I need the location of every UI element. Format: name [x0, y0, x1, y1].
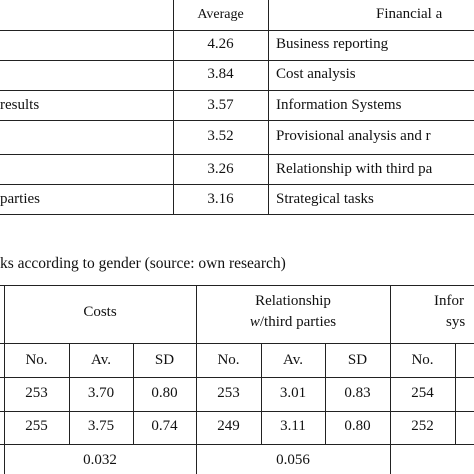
- average-value: 3.84: [207, 66, 234, 82]
- subheader-no: No.: [25, 352, 48, 368]
- pvalue-relationship: 0.056: [276, 452, 310, 468]
- cell-rel-sd: 0.83: [344, 385, 371, 401]
- subheader-no: No.: [411, 352, 434, 368]
- cell-rel-no: 253: [217, 385, 240, 401]
- subheader-sd: SD: [347, 352, 368, 368]
- row-label: parties: [0, 191, 40, 207]
- task-name: Strategical tasks: [276, 191, 374, 207]
- row-label: results: [0, 97, 40, 113]
- subheader-av: Av.: [283, 352, 303, 368]
- cell-info-no: 252: [411, 418, 434, 434]
- cell-costs-sd: 0.74: [151, 418, 178, 434]
- header-average: Average: [197, 7, 244, 22]
- group-header-relationship-sub: w/third parties: [249, 314, 337, 330]
- average-value: 3.52: [207, 128, 234, 144]
- task-name: Provisional analysis and r: [276, 128, 431, 144]
- cell-costs-no: 253: [25, 385, 48, 401]
- group-header-relationship: Relationship: [255, 293, 331, 309]
- subheader-sd: SD: [154, 352, 175, 368]
- average-value: 3.16: [207, 191, 234, 207]
- task-name: Relationship with third pa: [276, 161, 433, 177]
- cell-costs-av: 3.75: [87, 418, 115, 434]
- cell-info-no: 254: [411, 385, 434, 401]
- cell-rel-av: 3.11: [280, 418, 306, 434]
- pvalue-costs: 0.032: [83, 452, 117, 468]
- task-name: Business reporting: [276, 36, 389, 52]
- header-financial: Financial a: [376, 6, 443, 22]
- subheader-av: Av.: [91, 352, 111, 368]
- subheader-no: No.: [217, 352, 240, 368]
- average-value: 3.57: [207, 97, 234, 113]
- cell-costs-sd: 0.80: [151, 385, 178, 401]
- group-header-information: Infor: [434, 293, 464, 309]
- average-value: 3.26: [207, 161, 234, 177]
- average-value: 4.26: [207, 36, 234, 52]
- group-header-information-sub: sys: [446, 314, 466, 330]
- group-header-costs: Costs: [83, 304, 117, 320]
- cell-rel-no: 249: [217, 418, 240, 434]
- cell-costs-no: 255: [25, 418, 48, 434]
- task-name: Cost analysis: [276, 66, 356, 82]
- cell-rel-av: 3.01: [279, 385, 307, 401]
- table-caption: ks according to gender (source: own rese…: [0, 255, 286, 272]
- cell-rel-sd: 0.80: [344, 418, 371, 434]
- cell-costs-av: 3.70: [87, 385, 115, 401]
- task-name: Information Systems: [276, 97, 402, 113]
